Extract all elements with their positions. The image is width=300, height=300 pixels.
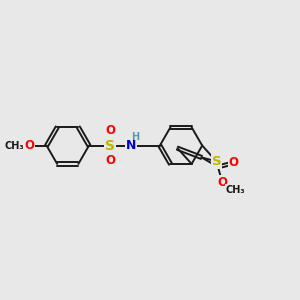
Text: O: O — [217, 176, 227, 189]
Text: S: S — [105, 139, 115, 153]
Text: CH₃: CH₃ — [4, 141, 24, 151]
Text: O: O — [25, 139, 34, 152]
Text: O: O — [105, 154, 115, 167]
Text: H: H — [131, 132, 140, 142]
Text: CH₃: CH₃ — [226, 185, 245, 195]
Text: N: N — [126, 139, 136, 152]
Text: O: O — [228, 156, 238, 170]
Text: S: S — [212, 155, 221, 168]
Text: O: O — [105, 124, 115, 137]
